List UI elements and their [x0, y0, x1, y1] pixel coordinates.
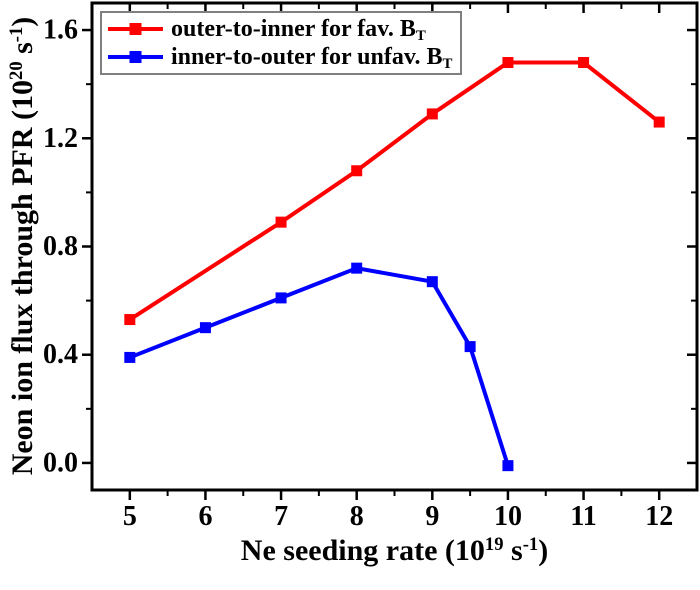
y-axis-title: Neon ion flux through PFR (1020 s-1) [6, 17, 40, 476]
superscript: -1 [5, 26, 27, 43]
legend-marker-fav-bt [129, 23, 142, 35]
x-tick-label: 11 [570, 501, 596, 532]
x-tick-label: 9 [425, 501, 439, 532]
legend-entry-unfav-bt: inner-to-outer for unfav. BT [108, 43, 452, 71]
legend-line-sample-fav-bt [108, 23, 163, 35]
series-marker-unfav-bt [502, 460, 514, 472]
series-marker-fav-bt [351, 165, 363, 177]
text-segment: s [6, 42, 39, 62]
series-marker-unfav-bt [426, 276, 438, 288]
series-marker-fav-bt [275, 216, 287, 228]
series-marker-fav-bt [426, 108, 438, 120]
series-marker-fav-bt [653, 116, 665, 128]
text-segment: outer-to-inner for fav. B [171, 15, 416, 42]
series-marker-unfav-bt [124, 351, 136, 363]
series-marker-unfav-bt [199, 322, 211, 334]
text-segment: s [503, 534, 523, 567]
subscript: T [442, 55, 453, 72]
legend-marker-unfav-bt [129, 51, 142, 63]
x-tick-label: 7 [274, 501, 288, 532]
superscript: 19 [484, 533, 504, 555]
text-segment: ) [538, 534, 549, 567]
text-segment: ) [6, 16, 39, 27]
legend-entry-fav-bt: outer-to-inner for fav. BT [108, 15, 452, 43]
series-marker-unfav-bt [351, 262, 363, 274]
series-marker-fav-bt [502, 57, 514, 69]
superscript: -1 [522, 533, 539, 555]
series-marker-fav-bt [124, 314, 136, 326]
superscript: 20 [5, 61, 27, 80]
y-tick-label: 1.2 [43, 123, 78, 154]
axis-frame [90, 1, 699, 492]
subscript: T [415, 27, 426, 44]
x-axis-title: Ne seeding rate (1019 s-1) [92, 534, 697, 568]
x-tick-label: 12 [645, 501, 673, 532]
text-segment: Neon ion flux through PFR (10 [6, 79, 39, 476]
y-tick-label: 1.6 [43, 15, 78, 46]
text-segment: inner-to-outer for unfav. B [171, 43, 443, 70]
series-marker-unfav-bt [275, 292, 287, 304]
series-marker-unfav-bt [464, 341, 476, 353]
series-line-fav-bt [128, 60, 661, 322]
series-line-unfav-bt [129, 266, 510, 467]
legend-label-fav-bt: outer-to-inner for fav. BT [171, 15, 426, 44]
y-tick-label: 0.0 [43, 447, 78, 478]
x-tick-label: 6 [198, 501, 212, 532]
y-tick-label: 0.4 [43, 339, 78, 370]
series-marker-fav-bt [578, 57, 590, 69]
legend: outer-to-inner for fav. BT inner-to-outer… [100, 11, 463, 75]
x-tick-label: 10 [494, 501, 522, 532]
legend-line-sample-unfav-bt [108, 51, 163, 63]
x-tick-label: 8 [350, 501, 364, 532]
x-tick-label: 5 [123, 501, 137, 532]
y-tick-label: 0.8 [43, 231, 78, 262]
legend-label-unfav-bt: inner-to-outer for unfav. BT [171, 43, 453, 72]
text-segment: Ne seeding rate (10 [240, 534, 485, 567]
